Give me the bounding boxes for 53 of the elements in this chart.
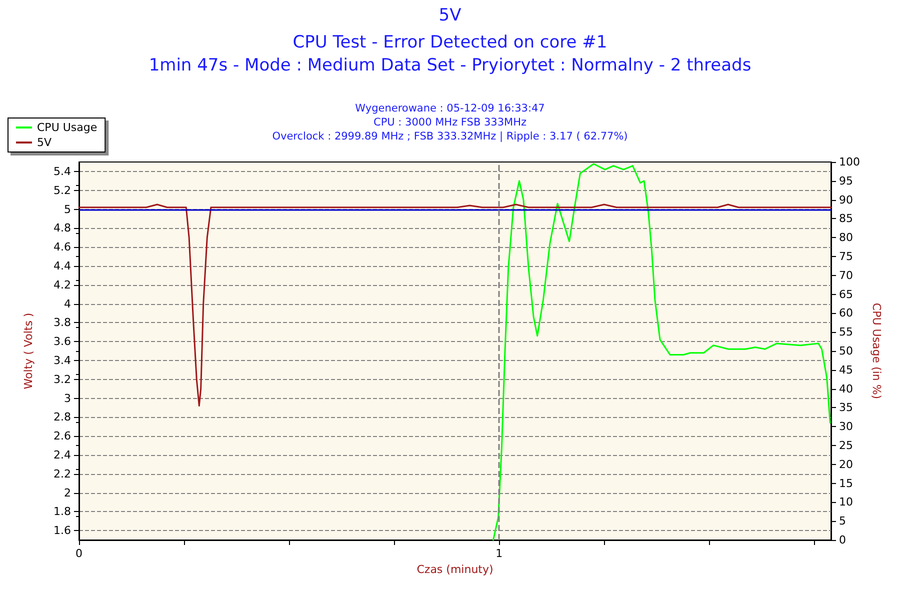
y2-tick-label: 40: [839, 382, 853, 396]
y-tick-label: 5.2: [54, 184, 71, 197]
text: CPU : 3000 MHz FSB 333MHz: [374, 116, 527, 128]
y-tick-label: 1.6: [54, 524, 71, 538]
y2-tick-label: 25: [839, 439, 853, 452]
y-tick-label: 5: [64, 202, 71, 216]
y-tick-label: 3.4: [54, 354, 71, 367]
y2-tick-label: 55: [839, 326, 853, 339]
y-tick-label: 3.2: [54, 372, 71, 386]
y2-tick-label: 90: [839, 193, 853, 206]
y2-axis-title: CPU Usage (in %): [870, 302, 883, 400]
y2-tick-label: 70: [839, 268, 853, 282]
y2-tick-label: 50: [839, 344, 853, 358]
y-tick-label: 3: [64, 392, 71, 405]
y-tick-label: 4: [64, 297, 71, 310]
y2-tick-label: 65: [839, 288, 853, 301]
y2-tick-label: 30: [839, 420, 853, 434]
y-tick-label: 4.8: [54, 222, 71, 235]
y2-tick-label: 100: [839, 156, 860, 168]
y-tick-label: 4.6: [54, 240, 71, 254]
y2-tick-label: 75: [839, 250, 853, 263]
y-tick-label: 4.4: [54, 259, 71, 272]
y-tick-label: 3.6: [54, 335, 71, 348]
text: Overclock : 2999.89 MHz ; FSB 333.32MHz | Ripple : 3.17 ( 62.77%): [272, 130, 628, 142]
chart-subtitle: CPU Test - Error Detected on core #1 1min 47s - Mode : Medium Data Set - Pryiorytet : Normalny - 2 threads: [148, 32, 752, 76]
y2-tick-label: 10: [839, 496, 853, 509]
chart-title: 5V: [438, 6, 462, 26]
y-tick-label: 2.8: [54, 410, 71, 424]
y-tick-label: 2.6: [54, 430, 71, 443]
y-tick-label: 1.8: [54, 505, 71, 518]
y2-tick-label: 85: [839, 212, 853, 226]
text: Wygenerowane : 05-12-09 16:33:47: [355, 102, 545, 114]
y-tick-label: 2: [64, 486, 71, 500]
y2-tick-label: 5: [839, 514, 846, 528]
x-axis-title: Czas (minuty): [416, 563, 494, 576]
line-series: [78, 204, 832, 407]
y2-tick-label: 95: [839, 174, 853, 188]
y2-tick-label: 20: [839, 458, 853, 471]
y2-tick-label: 80: [839, 231, 853, 244]
x-tick-label: 1: [496, 547, 503, 560]
y-tick-label: 5.4: [54, 164, 71, 178]
y2-tick-label: 45: [839, 363, 853, 376]
y2-tick-label: 0: [839, 534, 846, 546]
legend-label: CPU Usage: [37, 121, 98, 134]
y-axis-title: Wolty ( Volts ): [22, 312, 35, 390]
y2-tick-label: 15: [839, 476, 853, 490]
y2-tick-label: 60: [839, 306, 853, 320]
y-tick-label: 3.8: [54, 316, 71, 330]
y-tick-label: 2.4: [54, 448, 71, 462]
y-tick-label: 2.2: [54, 467, 71, 480]
y-tick-label: 4.2: [54, 278, 71, 292]
legend-label: 5V: [37, 136, 52, 149]
y2-tick-label: 35: [839, 401, 853, 414]
